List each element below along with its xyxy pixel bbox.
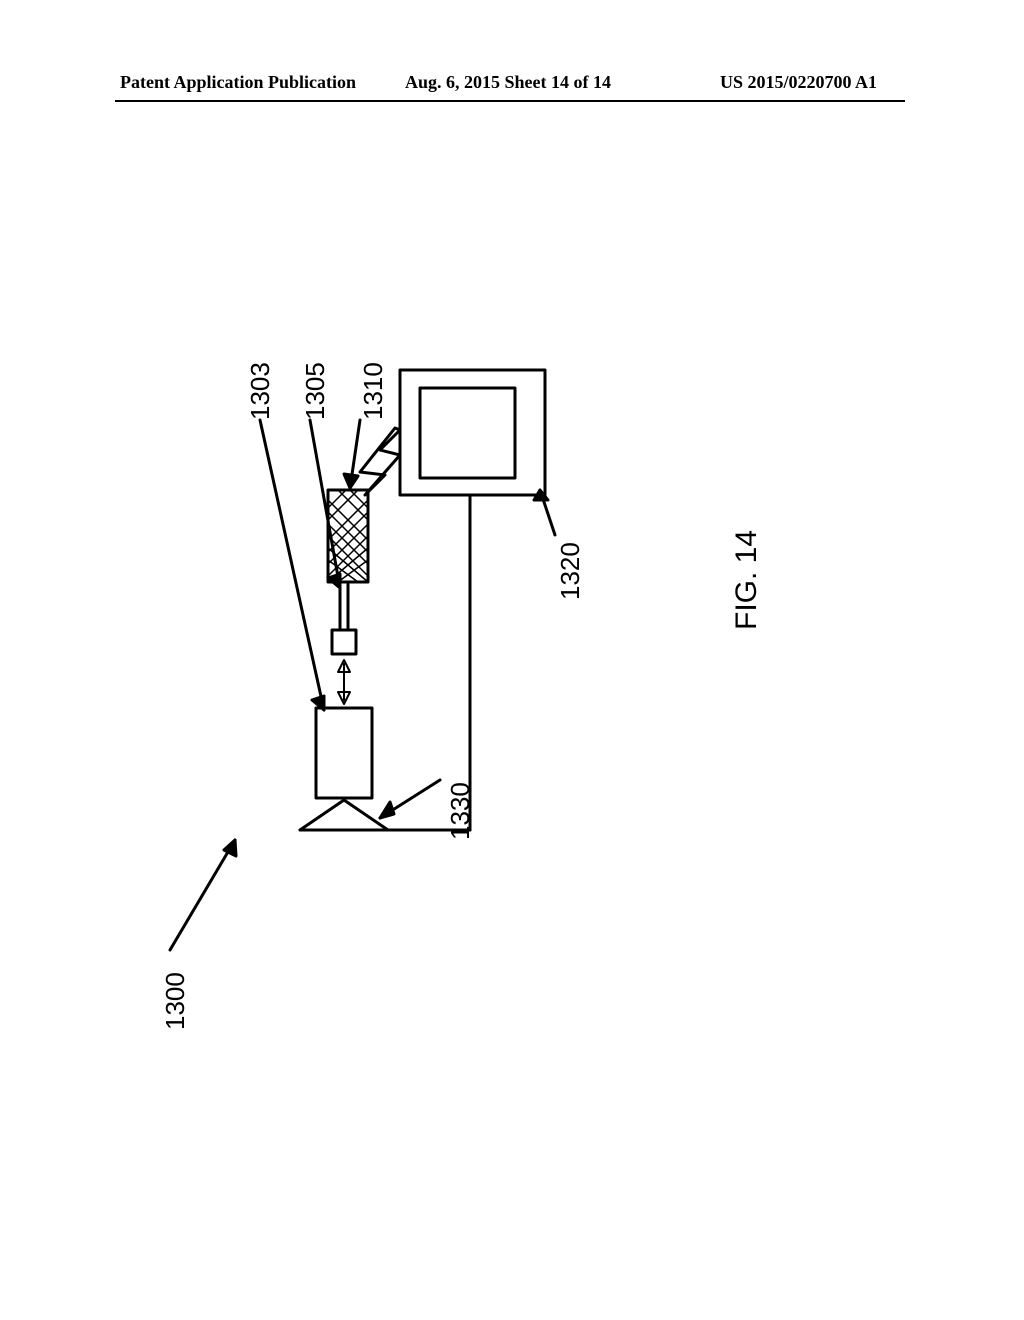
ref-1310: 1310 [358,362,389,420]
ref-1305: 1305 [300,362,331,420]
ref-1330: 1330 [445,782,476,840]
header-center: Aug. 6, 2015 Sheet 14 of 14 [405,72,611,93]
header-rule [115,100,905,102]
figure-caption: FIG. 14 [730,530,764,630]
ref-1300: 1300 [160,972,191,1030]
ref-1320: 1320 [555,542,586,600]
ref-1303: 1303 [245,362,276,420]
figure-14: 1303 1305 1310 1320 1330 1300 FIG. 14 [0,120,1024,1320]
header-left: Patent Application Publication [120,72,356,93]
page: Patent Application Publication Aug. 6, 2… [0,0,1024,1320]
header-right: US 2015/0220700 A1 [720,72,877,93]
figure-svg [0,120,1024,1320]
